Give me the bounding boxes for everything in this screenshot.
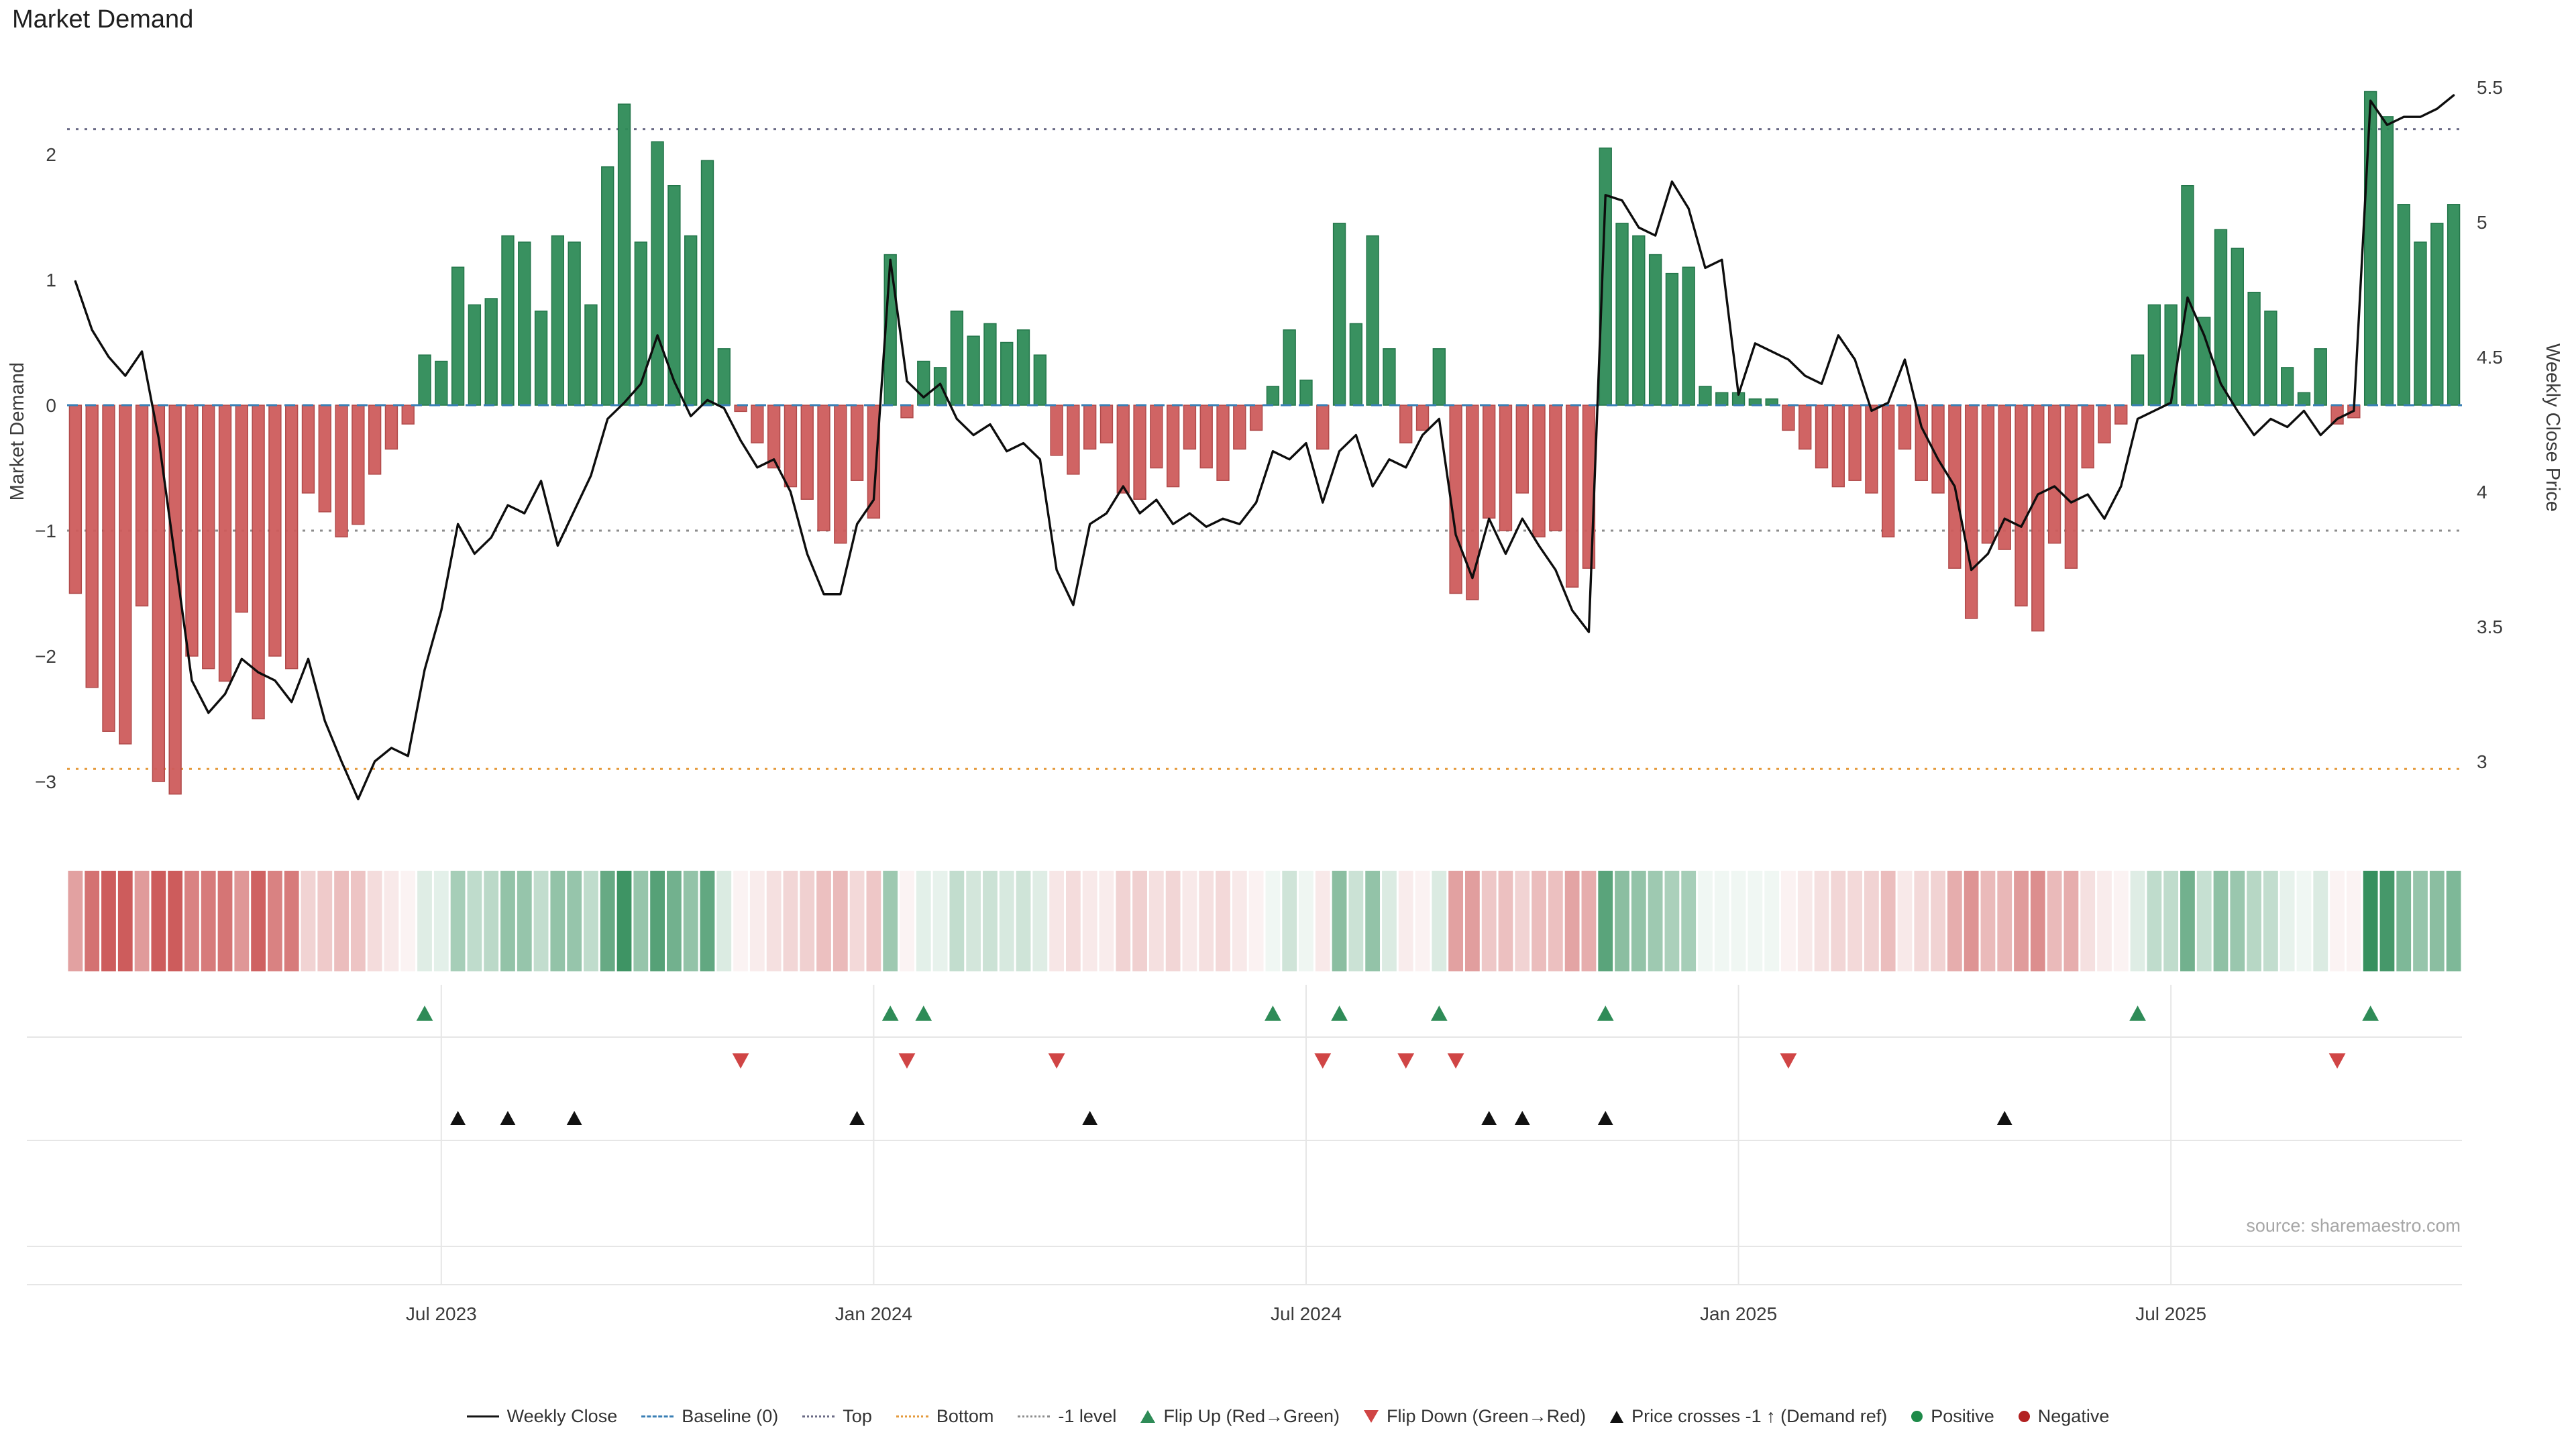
svg-text:4.5: 4.5 — [2477, 347, 2503, 368]
legend-label: Negative — [2037, 1406, 2110, 1426]
legend-label: Price crosses -1 ↑ (Demand ref) — [1631, 1406, 1888, 1426]
svg-text:1: 1 — [46, 270, 56, 290]
top-dotted-swatch-icon — [802, 1415, 835, 1417]
svg-text:2: 2 — [46, 144, 56, 165]
legend-item-baseline: Baseline (0) — [641, 1406, 778, 1427]
legend-label: Flip Down (Green→Red) — [1387, 1406, 1587, 1426]
svg-text:3: 3 — [2477, 751, 2487, 772]
svg-text:−3: −3 — [35, 771, 56, 792]
legend-item-price-cross: Price crosses -1 ↑ (Demand ref) — [1610, 1406, 1887, 1427]
svg-text:−1: −1 — [35, 521, 56, 541]
legend-item-bottom: Bottom — [896, 1406, 994, 1427]
page-title: Market Demand — [12, 5, 194, 34]
minus1-dotted-swatch-icon — [1018, 1415, 1051, 1417]
legend-label: Top — [843, 1406, 872, 1426]
legend-label: Positive — [1931, 1406, 1994, 1426]
legend-item-flip-down: Flip Down (Green→Red) — [1364, 1406, 1586, 1427]
svg-text:−2: −2 — [35, 646, 56, 667]
legend-label: Baseline (0) — [682, 1406, 779, 1426]
svg-text:5: 5 — [2477, 212, 2487, 233]
legend-item-minus1-level: -1 level — [1018, 1406, 1116, 1427]
legend-label: Flip Up (Red→Green) — [1163, 1406, 1340, 1426]
svg-text:Jan 2024: Jan 2024 — [835, 1303, 912, 1324]
svg-text:5.5: 5.5 — [2477, 77, 2503, 98]
svg-text:4: 4 — [2477, 482, 2487, 502]
svg-text:3.5: 3.5 — [2477, 616, 2503, 637]
chart-legend: Weekly Close Baseline (0) Top Bottom -1 … — [0, 1406, 2576, 1427]
source-attribution: source: sharemaestro.com — [2246, 1216, 2461, 1236]
negative-dot-icon — [2018, 1411, 2030, 1422]
svg-text:Jan 2025: Jan 2025 — [1700, 1303, 1777, 1324]
weekly-close-line-swatch-icon — [466, 1415, 499, 1417]
positive-dot-icon — [1911, 1411, 1923, 1422]
legend-item-positive: Positive — [1911, 1406, 1994, 1427]
legend-label: Bottom — [936, 1406, 994, 1426]
svg-text:Jul 2025: Jul 2025 — [2135, 1303, 2206, 1324]
price-cross-triangle-icon — [1610, 1410, 1624, 1423]
flip-down-triangle-icon — [1364, 1410, 1379, 1423]
svg-text:0: 0 — [46, 395, 56, 416]
baseline-dashed-swatch-icon — [641, 1415, 674, 1417]
bottom-dotted-swatch-icon — [896, 1415, 928, 1417]
legend-item-top: Top — [802, 1406, 872, 1427]
legend-item-negative: Negative — [2018, 1406, 2110, 1427]
svg-text:Jul 2024: Jul 2024 — [1271, 1303, 1342, 1324]
legend-item-flip-up: Flip Up (Red→Green) — [1140, 1406, 1340, 1427]
svg-text:Jul 2023: Jul 2023 — [406, 1303, 477, 1324]
right-axis-title: Weekly Close Price — [2542, 343, 2563, 512]
legend-label: Weekly Close — [506, 1406, 618, 1426]
legend-label: -1 level — [1058, 1406, 1117, 1426]
legend-item-weekly-close: Weekly Close — [466, 1406, 618, 1427]
flip-up-triangle-icon — [1140, 1410, 1156, 1423]
